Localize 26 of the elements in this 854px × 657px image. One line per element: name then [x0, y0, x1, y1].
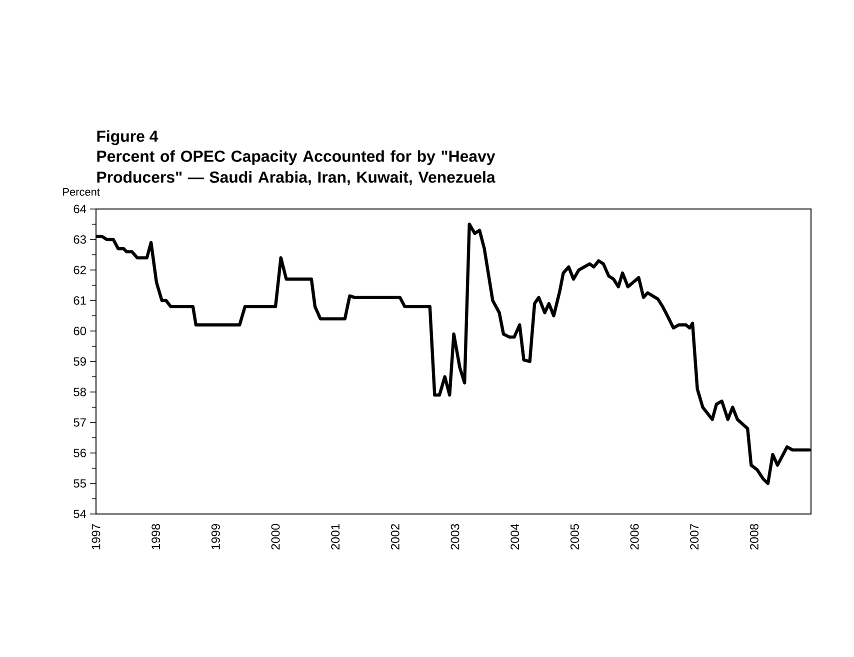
x-tick-label: 2001 [331, 524, 340, 550]
y-tick-label: 59 [74, 357, 86, 366]
y-axis-title: Percent [63, 188, 100, 196]
x-tick-label: 2005 [570, 524, 579, 550]
y-tick-label: 61 [74, 296, 86, 305]
x-tick-label: 1999 [211, 524, 220, 550]
y-tick-label: 63 [74, 235, 86, 244]
x-tick-label: 2006 [630, 524, 639, 550]
x-tick-label: 2003 [450, 524, 460, 550]
x-tick-label: 1998 [152, 524, 160, 550]
x-tick-label: 2000 [271, 524, 280, 550]
y-tick-label: 56 [74, 448, 86, 458]
y-tick-label: 55 [74, 479, 86, 488]
x-tick-label: 2002 [390, 524, 400, 550]
y-tick-label: 54 [74, 510, 86, 518]
x-tick-label: 2004 [510, 524, 520, 550]
chart-subtitle: Percent of OPEC Capacity Accounted for by "Heavy Producers" — Saudi Arabia, Iran, Kuwait, Venezuela [97, 150, 496, 186]
y-tick-label: 60 [74, 326, 86, 336]
y-tick-label: 62 [74, 266, 86, 274]
chart-title: Figure 4 [97, 130, 158, 146]
x-tick-label: 1997 [92, 524, 100, 550]
x-tick-label: 2008 [750, 524, 758, 550]
y-tick-label: 64 [74, 204, 86, 214]
x-tick-label: 2007 [690, 524, 699, 550]
y-tick-label: 58 [74, 388, 86, 396]
y-tick-label: 57 [74, 418, 86, 427]
